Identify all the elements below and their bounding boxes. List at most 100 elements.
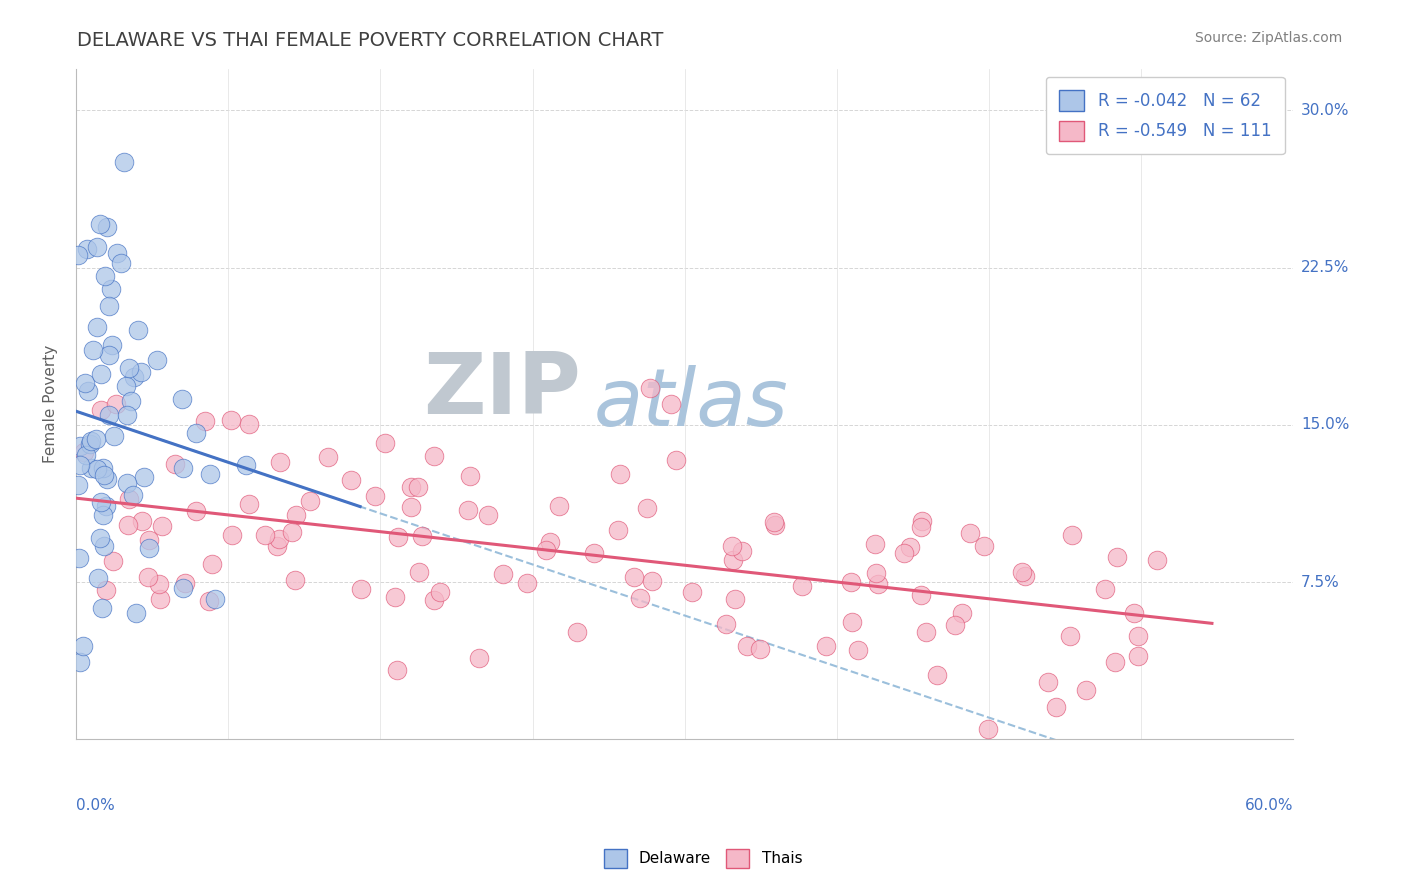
Point	[636, 501, 658, 516]
Point	[720, 539, 742, 553]
Point	[681, 584, 703, 599]
Point	[84, 432, 107, 446]
Point	[534, 542, 557, 557]
Point	[911, 514, 934, 528]
Point	[90, 403, 112, 417]
Point	[863, 537, 886, 551]
Point	[221, 528, 243, 542]
Point	[1014, 569, 1036, 583]
Point	[131, 515, 153, 529]
Point	[86, 319, 108, 334]
Point	[477, 508, 499, 522]
Point	[1011, 565, 1033, 579]
Point	[284, 573, 307, 587]
Point	[973, 539, 995, 553]
Point	[72, 640, 94, 654]
Point	[94, 582, 117, 597]
Point	[219, 412, 242, 426]
Point	[118, 491, 141, 506]
Point	[492, 566, 515, 581]
Point	[110, 255, 132, 269]
Point	[93, 539, 115, 553]
Point	[115, 476, 138, 491]
Point	[1059, 629, 1081, 643]
Point	[623, 570, 645, 584]
Point	[628, 591, 651, 605]
Point	[1146, 553, 1168, 567]
Point	[201, 557, 224, 571]
Point	[406, 480, 429, 494]
Point	[93, 467, 115, 482]
Point	[82, 343, 104, 357]
Point	[516, 576, 538, 591]
Point	[80, 461, 103, 475]
Point	[104, 397, 127, 411]
Point	[665, 453, 688, 467]
Point	[122, 369, 145, 384]
Point	[898, 540, 921, 554]
Point	[925, 668, 948, 682]
Point	[762, 515, 785, 529]
Point	[67, 550, 90, 565]
Point	[714, 617, 737, 632]
Legend: Delaware, Thais: Delaware, Thais	[598, 843, 808, 873]
Point	[285, 508, 308, 523]
Point	[198, 594, 221, 608]
Point	[76, 242, 98, 256]
Point	[131, 365, 153, 379]
Point	[138, 541, 160, 555]
Point	[69, 458, 91, 472]
Point	[724, 591, 747, 606]
Point	[148, 577, 170, 591]
Point	[735, 639, 758, 653]
Point	[408, 565, 430, 579]
Point	[150, 519, 173, 533]
Point	[339, 473, 361, 487]
Point	[132, 469, 155, 483]
Point	[914, 625, 936, 640]
Point	[98, 348, 121, 362]
Point	[943, 618, 966, 632]
Point	[73, 445, 96, 459]
Point	[423, 592, 446, 607]
Point	[89, 531, 111, 545]
Point	[127, 323, 149, 337]
Point	[112, 154, 135, 169]
Text: 15.0%: 15.0%	[1301, 417, 1350, 433]
Point	[149, 592, 172, 607]
Legend: R = -0.042   N = 62, R = -0.549   N = 111: R = -0.042 N = 62, R = -0.549 N = 111	[1046, 77, 1285, 154]
Text: 22.5%: 22.5%	[1301, 260, 1350, 276]
Point	[75, 448, 97, 462]
Point	[235, 458, 257, 472]
Point	[583, 546, 606, 560]
Point	[117, 517, 139, 532]
Point	[385, 663, 408, 677]
Point	[125, 607, 148, 621]
Point	[204, 592, 226, 607]
Point	[253, 528, 276, 542]
Point	[100, 283, 122, 297]
Point	[763, 517, 786, 532]
Point	[1074, 683, 1097, 698]
Point	[90, 367, 112, 381]
Text: 60.0%: 60.0%	[1244, 798, 1294, 814]
Point	[281, 525, 304, 540]
Point	[950, 606, 973, 620]
Point	[90, 600, 112, 615]
Point	[538, 535, 561, 549]
Point	[198, 467, 221, 482]
Point	[86, 571, 108, 585]
Point	[1122, 607, 1144, 621]
Point	[267, 532, 290, 546]
Point	[399, 479, 422, 493]
Text: 30.0%: 30.0%	[1301, 103, 1350, 118]
Point	[194, 414, 217, 428]
Point	[748, 641, 770, 656]
Point	[96, 472, 118, 486]
Point	[350, 582, 373, 597]
Point	[186, 503, 208, 517]
Point	[79, 434, 101, 448]
Point	[121, 488, 143, 502]
Point	[384, 590, 406, 604]
Point	[607, 523, 630, 537]
